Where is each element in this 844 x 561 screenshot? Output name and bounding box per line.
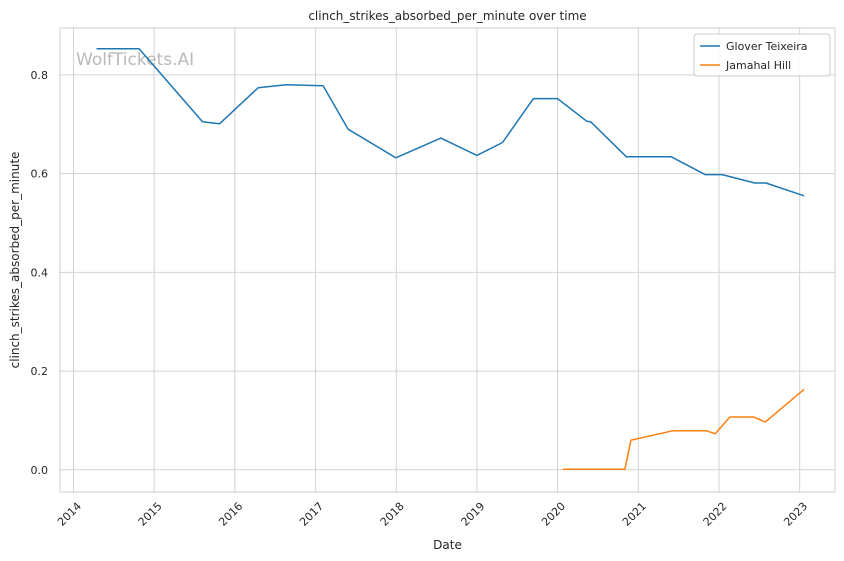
y-axis-label: clinch_strikes_absorbed_per_minute	[8, 152, 22, 369]
y-tick-label: 0.8	[31, 69, 49, 82]
x-tick-label: 2020	[539, 500, 568, 529]
y-tick-label: 0.2	[31, 365, 49, 378]
y-tick-label: 0.6	[31, 168, 49, 181]
y-tick-labels: 0.0 0.2 0.4 0.6 0.8	[31, 69, 49, 477]
series-line-glover-teixeira	[96, 47, 805, 197]
legend: Glover Teixeira Jamahal Hill	[693, 33, 831, 77]
series-layer	[96, 47, 805, 471]
x-tick-label: 2017	[297, 500, 326, 529]
legend-box	[693, 33, 831, 77]
x-tick-labels: 2014 2015 2016 2017 2018 2019 2020 2021 2022 2023	[55, 500, 810, 529]
series-line-jamahal-hill	[562, 388, 805, 471]
x-tick-label: 2023	[781, 500, 810, 529]
x-gridlines	[72, 28, 801, 492]
watermark-text: WolfTickets.AI	[76, 50, 194, 70]
x-tick-label: 2018	[378, 500, 407, 529]
legend-label: Glover Teixeira	[726, 40, 808, 53]
legend-label: Jamahal Hill	[725, 59, 791, 72]
x-tick-label: 2019	[458, 500, 487, 529]
y-tick-label: 0.0	[31, 464, 49, 477]
x-axis-label: Date	[433, 538, 462, 552]
x-tick-label: 2015	[136, 500, 165, 529]
chart-title: clinch_strikes_absorbed_per_minute over …	[308, 9, 586, 23]
plot-frame	[59, 27, 836, 493]
x-tick-label: 2014	[55, 500, 84, 529]
x-tick-label: 2021	[620, 500, 649, 529]
x-tick-label: 2022	[701, 500, 730, 529]
x-tick-label: 2016	[216, 500, 245, 529]
y-tick-label: 0.4	[31, 266, 49, 279]
